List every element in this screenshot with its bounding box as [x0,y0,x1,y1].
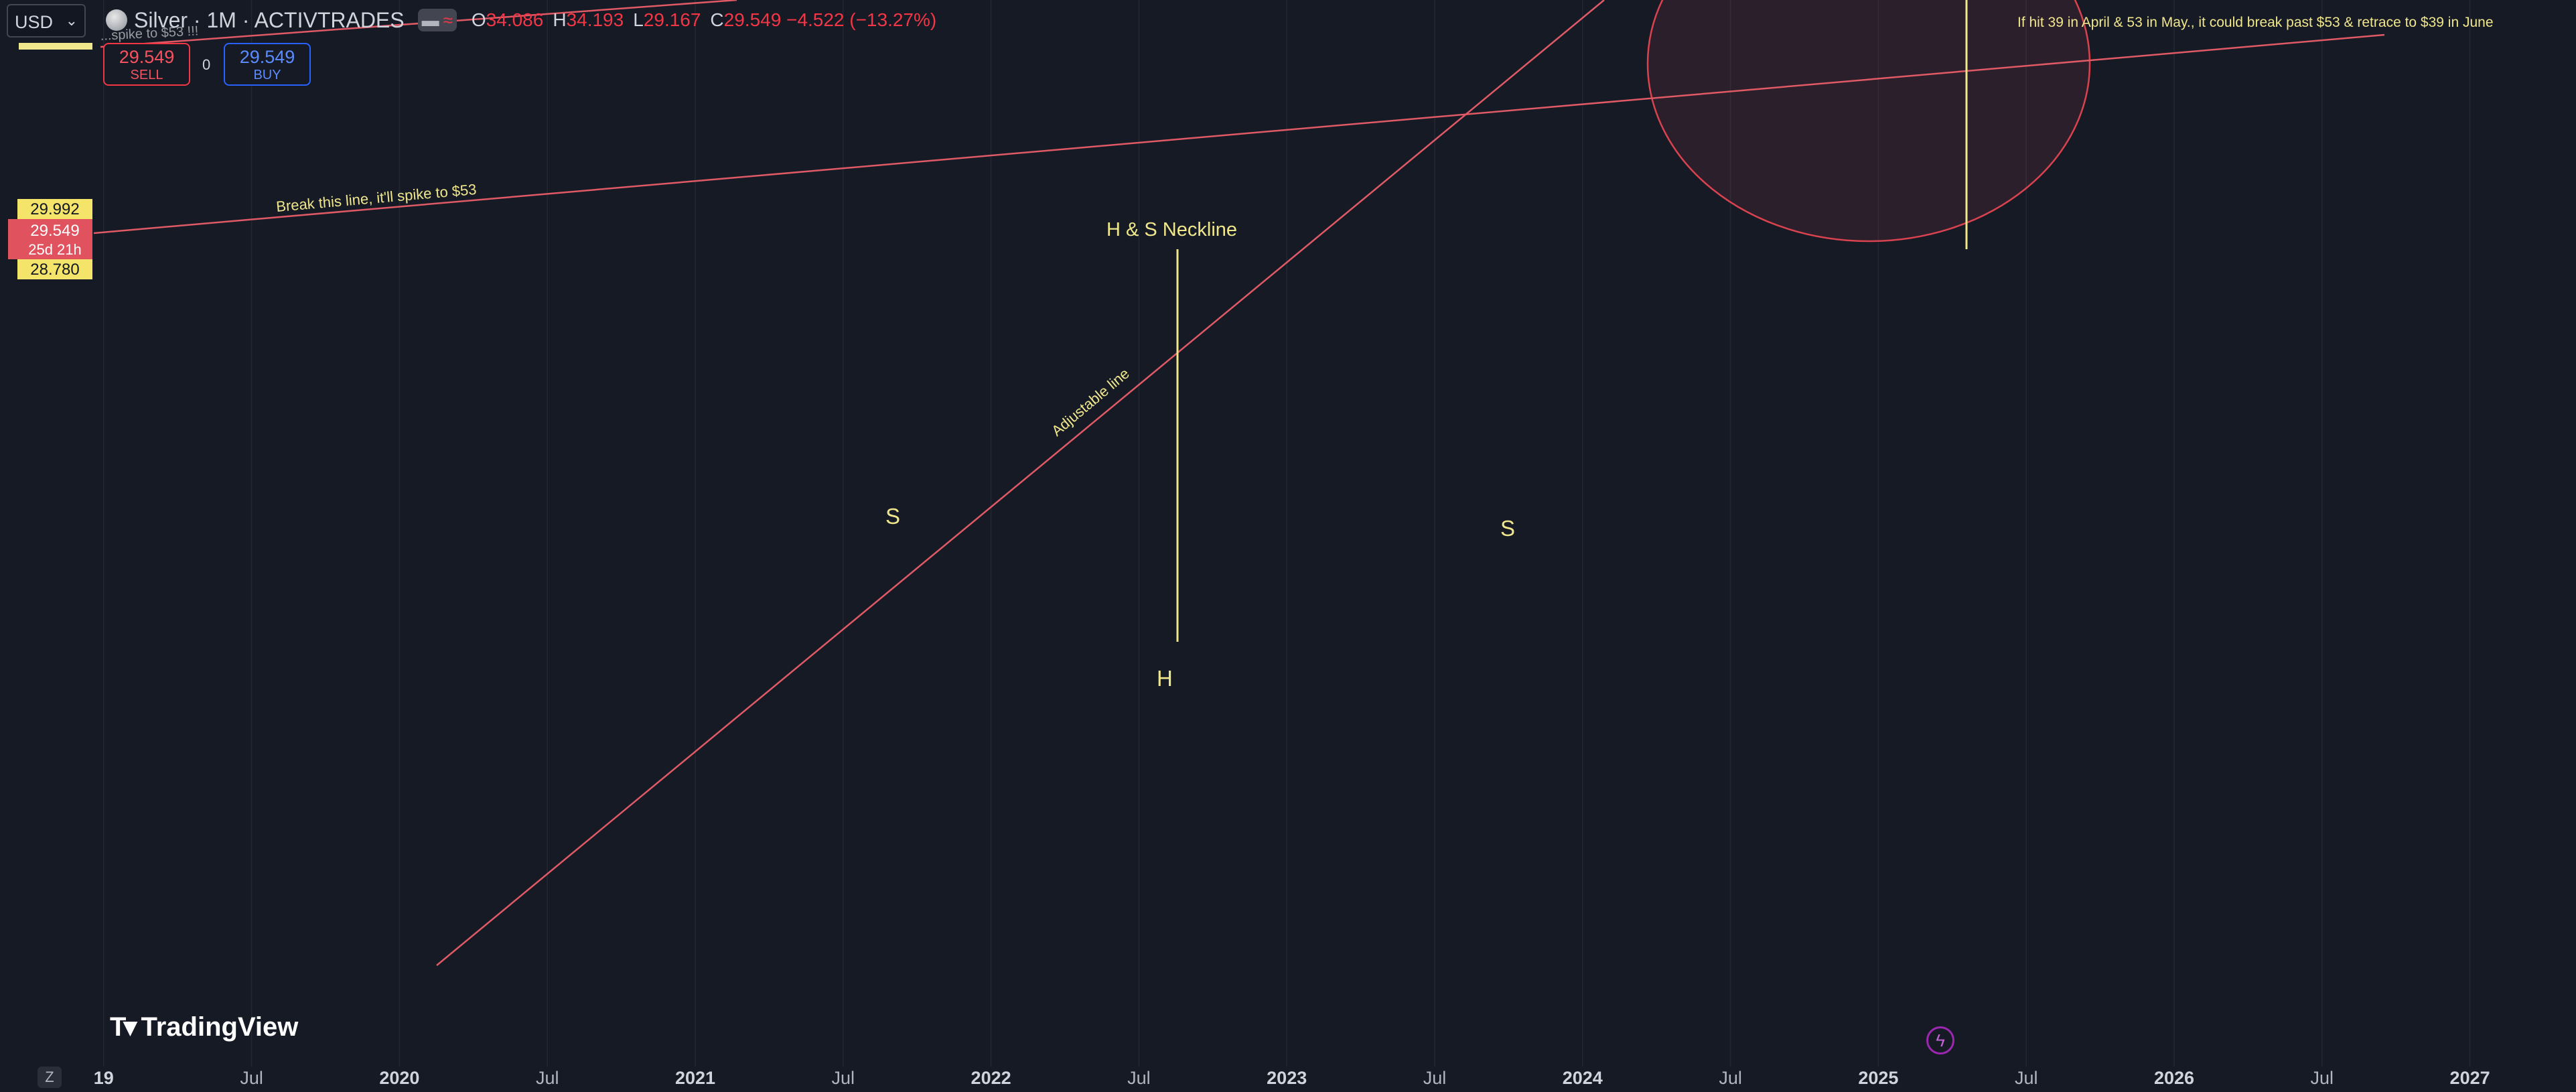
forecast-zone [1646,0,2091,243]
resistance-trendline [93,33,2385,234]
adjustable-trendline [436,0,1605,966]
x-tick-label: 2020 [379,1068,419,1088]
chevron-down-icon: ⌄ [65,12,78,29]
symbol-info-bar: Silver · 1M · ACTIVTRADES ▬ ≈ O34.086 H3… [106,5,936,35]
currency-value: USD [15,12,54,32]
price-tag-current: 29.549 [30,222,79,240]
forecast-annotation: If hit 39 in April & 53 in May., it coul… [2017,15,2494,30]
left-shoulder-label: S [885,504,900,529]
right-shoulder-label: S [1500,516,1515,541]
buy-label: BUY [253,68,281,82]
price-tag-lower-bg [17,259,92,279]
x-tick-label: Jul [2015,1068,2038,1088]
lightning-icon[interactable]: ϟ [1926,1026,1954,1054]
price-tag-current-bg [8,219,92,259]
sell-label: SELL [130,68,163,82]
x-tick-label: 2025 [1858,1068,1898,1088]
sell-button[interactable]: 29.549 SELL [103,43,190,86]
x-tick-label: Jul [536,1068,559,1088]
silver-logo-icon [106,9,127,31]
x-tick-label: Jul [1719,1068,1742,1088]
symbol-title[interactable]: Silver · 1M · ACTIVTRADES [134,7,405,32]
timezone-button[interactable]: Z [38,1067,62,1088]
buy-button[interactable]: 29.549 BUY [224,43,311,86]
toggle-icon: ▬ [421,9,439,30]
ohlc-open: O34.086 [471,9,544,30]
ohlc-values: O34.086 H34.193 L29.167 C29.549 −4.522 (… [472,9,936,31]
wave-icon: ≈ [443,9,453,30]
x-tick-label: 2023 [1267,1068,1307,1088]
x-axis: 19 Jul 2020 Jul 2021 Jul 2022 Jul 2023 Jul 2024 Jul… [94,1068,2490,1088]
spread-value: 0 [202,56,211,73]
x-tick-label: Jul [2311,1068,2334,1088]
brand-name: TradingView [141,1012,299,1042]
head-label: H [1157,666,1173,691]
x-tick-label: 19 [94,1068,114,1088]
x-tick-label: Jul [1127,1068,1151,1088]
price-tag-upper: 29.992 [30,200,79,218]
ohlc-close: C29.549 −4.522 (−13.27%) [710,9,937,30]
price-tag-lower: 28.780 [30,261,79,279]
x-tick-label: 2027 [2450,1068,2490,1088]
price-tag-countdown: 25d 21h [28,241,82,258]
x-tick-label: 2024 [1563,1068,1603,1088]
x-tick-label: 2021 [675,1068,715,1088]
tradingview-logo[interactable]: T▾ TradingView [110,1012,298,1042]
currency-select[interactable]: USD ⌄ [7,4,86,38]
x-tick-label: 2022 [971,1068,1011,1088]
tradingview-logo-icon: T▾ [110,1012,137,1042]
neckline-label: H & S Neckline [1106,219,1237,241]
drawing-marker [19,43,92,50]
price-tag-upper-bg [17,199,92,219]
x-tick-label: Jul [832,1068,855,1088]
ohlc-low: L29.167 [633,9,701,30]
sell-price: 29.549 [119,47,175,67]
symbol-status-badge[interactable]: ▬ ≈ [417,9,457,31]
x-tick-label: Jul [240,1068,263,1088]
buy-price: 29.549 [239,47,295,67]
grid [103,0,2471,1067]
x-tick-label: Jul [1423,1068,1447,1088]
x-tick-label: 2026 [2154,1068,2194,1088]
ohlc-high: H34.193 [553,9,624,30]
